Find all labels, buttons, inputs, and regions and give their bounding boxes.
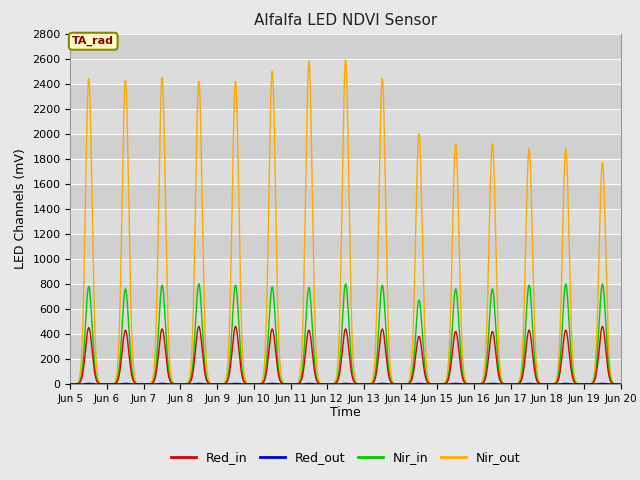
Bar — [70, 184, 621, 209]
Bar — [70, 59, 621, 84]
Bar — [70, 209, 621, 234]
Title: Alfalfa LED NDVI Sensor: Alfalfa LED NDVI Sensor — [254, 13, 437, 28]
Bar — [70, 284, 621, 309]
Y-axis label: LED Channels (mV): LED Channels (mV) — [14, 148, 27, 269]
Text: TA_rad: TA_rad — [72, 36, 114, 47]
Bar — [70, 359, 621, 384]
Bar — [70, 234, 621, 259]
Bar — [70, 259, 621, 284]
Bar — [70, 309, 621, 334]
Bar — [70, 159, 621, 184]
X-axis label: Time: Time — [330, 407, 361, 420]
Bar — [70, 34, 621, 59]
Bar — [70, 334, 621, 359]
Bar — [70, 108, 621, 134]
Bar — [70, 84, 621, 108]
Legend: Red_in, Red_out, Nir_in, Nir_out: Red_in, Red_out, Nir_in, Nir_out — [166, 446, 525, 469]
Bar — [70, 134, 621, 159]
